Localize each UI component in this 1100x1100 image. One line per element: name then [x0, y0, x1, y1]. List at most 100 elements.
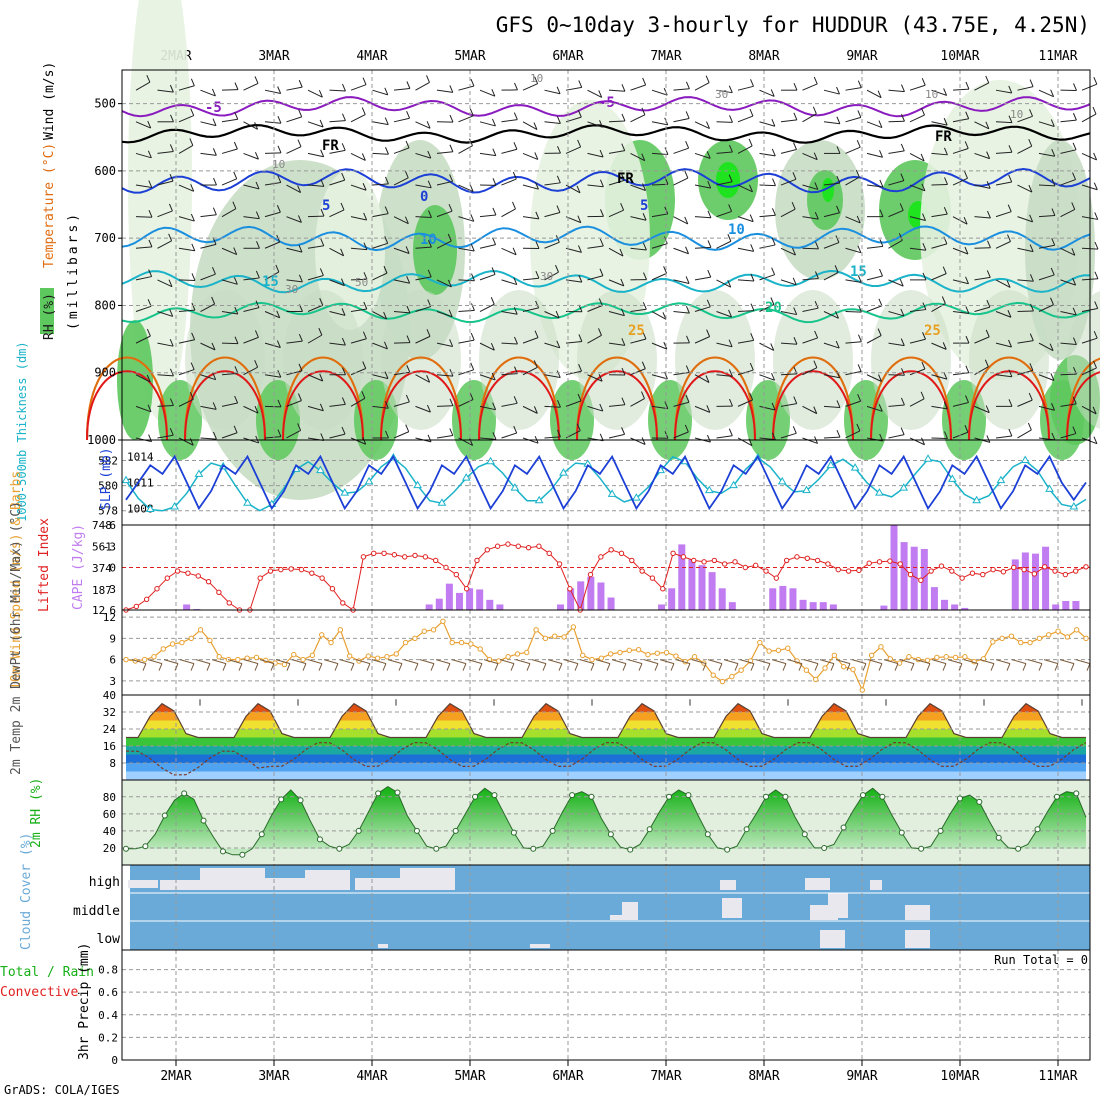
temp-band [126, 703, 1086, 712]
wind-barb [780, 342, 797, 345]
rh2m-tick-label: 20 [103, 842, 116, 855]
wind-barb-flag [320, 208, 325, 217]
wind10m-point [924, 657, 931, 663]
wind-barb [673, 117, 690, 123]
wind-barb [802, 367, 818, 376]
thickness-point [607, 489, 617, 497]
wind10m-barb [931, 659, 947, 665]
wind-barb-flag [771, 402, 776, 411]
li-point [1011, 564, 1017, 571]
wind-barb [802, 247, 819, 250]
wind-barb-flag [771, 237, 776, 246]
wind-barb [522, 367, 538, 376]
wind-barb [608, 89, 625, 92]
wind-barb-flag [448, 309, 453, 317]
wind-barb-flag [1093, 330, 1098, 339]
cape-bar [910, 546, 918, 610]
wind-barb [157, 342, 174, 347]
wind10m-point [840, 663, 847, 670]
wind-barb-flag [449, 114, 454, 123]
rh2m-point [530, 845, 537, 852]
wind-barb [436, 434, 453, 439]
wind-barb-flag [534, 330, 539, 338]
wind10m-point [374, 655, 381, 661]
wind-barb-flag [965, 306, 970, 314]
wind10m-point [691, 654, 698, 660]
wind-barb-flag [985, 121, 990, 130]
wind-barb [329, 179, 345, 186]
rh2m-point [743, 826, 750, 833]
wind-barb-flag [600, 209, 604, 217]
wind-barb [587, 374, 603, 382]
wind-barb [565, 279, 582, 283]
wind-tick-label: 9 [109, 632, 116, 645]
wind-barb-flag [469, 108, 474, 117]
wind-barb-flag [1092, 106, 1097, 115]
wind-barb-flag [1008, 85, 1013, 94]
wind10m-barb [627, 659, 643, 665]
wind-barb [436, 240, 452, 249]
wind10m-point [542, 635, 549, 642]
rh2m-point [724, 846, 731, 853]
wind10m-barb [147, 659, 163, 665]
wind-barb [716, 240, 732, 249]
wind-barb [909, 398, 925, 407]
wind-barb-flag [922, 332, 926, 340]
wind-barb [888, 311, 905, 317]
wind10m-point [803, 667, 810, 673]
wind-barb [1081, 437, 1098, 445]
wind10m-barb-flag [142, 663, 147, 671]
wind10m-barb-flag [302, 663, 307, 671]
isotherm-label: FR [322, 138, 339, 154]
wind-barb-flag [772, 178, 776, 186]
wind-barb [178, 85, 195, 91]
wind-barb-flag [684, 424, 689, 433]
wind-barb [673, 88, 690, 91]
wind-barb-flag [147, 150, 152, 159]
wind-barb-flag [1051, 432, 1056, 441]
wind10m-barb [819, 659, 835, 665]
li-tick-label: 6 [109, 604, 116, 617]
wind10m-barb [947, 659, 963, 665]
wind-barb [436, 210, 453, 218]
li-point [959, 575, 965, 581]
wind10m-point [505, 654, 511, 660]
wind-barb-flag [1093, 436, 1098, 444]
wind-barb [931, 243, 948, 249]
wind-barb [243, 307, 260, 312]
wind10m-point [216, 654, 222, 660]
date-label-bottom: 6MAR [552, 1069, 583, 1084]
wind-barb-flag [621, 367, 626, 376]
wind-barb-flag [771, 432, 776, 440]
wind-barb [372, 121, 389, 126]
li-point [360, 554, 367, 560]
wind-barb-flag [836, 86, 840, 95]
li-point [752, 562, 759, 569]
li-point [402, 554, 408, 560]
rh2m-point [607, 831, 614, 838]
wind-barb-flag [277, 399, 282, 408]
li-point [164, 575, 170, 581]
cloud-gap [355, 878, 400, 890]
wind-barb-flag [663, 341, 668, 350]
wind10m-barb-flag [286, 663, 291, 671]
li-point [422, 554, 429, 560]
date-label-top: 8MAR [748, 49, 779, 64]
wind-barb-flag [965, 81, 970, 90]
wind10m-point [775, 647, 782, 654]
rh2m-point [1015, 845, 1022, 852]
wind10m-barb-flag [1070, 663, 1075, 671]
isotherm-lobe [772, 356, 854, 441]
wind-barb [888, 120, 905, 123]
wind-barb [1017, 310, 1034, 313]
wind10m-barb [515, 659, 531, 665]
wind-barb [135, 405, 152, 413]
isotherm [121, 301, 1091, 324]
wind-barb-flag [276, 205, 281, 213]
wind-barb-flag [771, 119, 776, 127]
wind10m-barb [499, 659, 515, 665]
wind10m-barb-flag [494, 663, 499, 671]
date-label-top: 9MAR [846, 49, 877, 64]
wind-barb [178, 369, 195, 376]
